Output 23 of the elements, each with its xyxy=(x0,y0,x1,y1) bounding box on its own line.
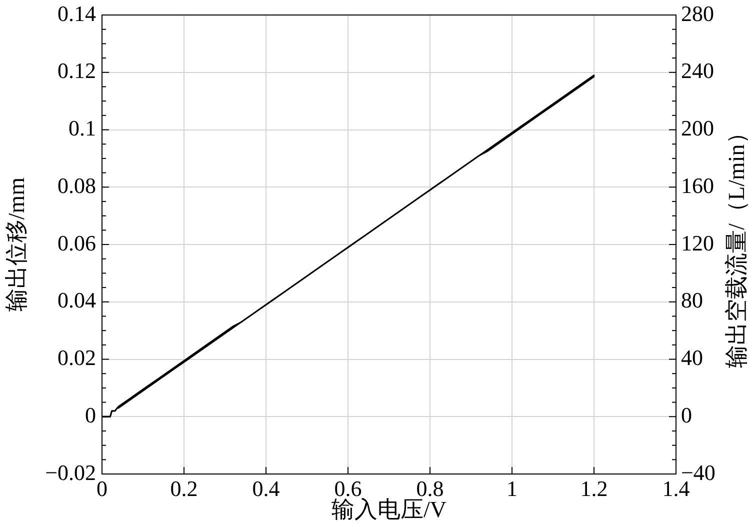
y-tick-label: 0.12 xyxy=(58,58,96,84)
y-tick-label: 0.02 xyxy=(58,345,96,370)
x-tick-label: 1 xyxy=(506,476,518,501)
y-tick-label: 0.04 xyxy=(58,288,96,313)
y2-axis-title: 输出空载流量/（L/min） xyxy=(724,121,750,368)
x-tick-label: 1.2 xyxy=(580,476,608,501)
y2-tick-label: 40 xyxy=(681,345,703,370)
y-tick-label: 0.08 xyxy=(58,172,96,198)
y-axis-title: 输出位移/mm xyxy=(4,177,29,312)
y-tick-label: 0 xyxy=(85,402,96,428)
y2-tick-label: 120 xyxy=(681,230,714,256)
y2-tick-label: 80 xyxy=(681,288,703,313)
y2-tick-label: 240 xyxy=(681,58,714,84)
y-tick-label: −0.02 xyxy=(45,460,96,485)
y-tick-label: 0.06 xyxy=(58,230,96,256)
x-tick-label: 0.4 xyxy=(252,476,280,501)
y2-tick-label: 200 xyxy=(681,116,714,141)
y-tick-label: 0.14 xyxy=(58,0,96,26)
y-tick-label: 0.1 xyxy=(68,116,96,141)
y2-tick-label: 160 xyxy=(681,172,714,198)
y2-tick-label: 280 xyxy=(681,0,714,26)
x-tick-label: 0.2 xyxy=(170,476,198,501)
y2-tick-label: 0 xyxy=(681,402,692,428)
